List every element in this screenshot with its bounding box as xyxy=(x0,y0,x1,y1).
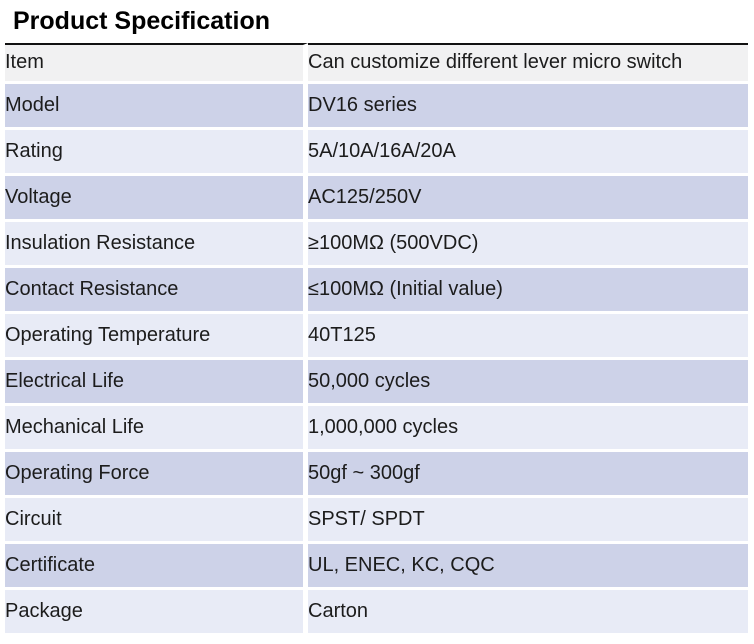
table-row: Model DV16 series xyxy=(5,83,748,130)
table-row: Electrical Life 50,000 cycles xyxy=(5,359,748,406)
spec-value: Carton xyxy=(308,589,748,636)
page-title: Product Specification xyxy=(13,7,270,35)
spec-label: Operating Force xyxy=(5,451,308,498)
table-row: Insulation Resistance ≥100MΩ (500VDC) xyxy=(5,221,748,268)
table-row: Contact Resistance ≤100MΩ (Initial value… xyxy=(5,267,748,314)
spec-value: UL, ENEC, KC, CQC xyxy=(308,543,748,590)
spec-label: Insulation Resistance xyxy=(5,221,308,268)
table-row: Certificate UL, ENEC, KC, CQC xyxy=(5,543,748,590)
spec-label: Operating Temperature xyxy=(5,313,308,360)
spec-value: ≥100MΩ (500VDC) xyxy=(308,221,748,268)
table-row: Operating Force 50gf ~ 300gf xyxy=(5,451,748,498)
spec-value: AC125/250V xyxy=(308,175,748,222)
product-spec-table: Item Can customize different lever micro… xyxy=(5,42,748,636)
spec-label: Circuit xyxy=(5,497,308,544)
table-row: Operating Temperature 40T125 xyxy=(5,313,748,360)
spec-label: Item xyxy=(5,42,308,84)
spec-value: 50gf ~ 300gf xyxy=(308,451,748,498)
table-row: Package Carton xyxy=(5,589,748,636)
spec-value: 5A/10A/16A/20A xyxy=(308,129,748,176)
spec-label: Voltage xyxy=(5,175,308,222)
spec-label: Certificate xyxy=(5,543,308,590)
table-row: Circuit SPST/ SPDT xyxy=(5,497,748,544)
spec-value: DV16 series xyxy=(308,83,748,130)
spec-value: 40T125 xyxy=(308,313,748,360)
spec-label: Model xyxy=(5,83,308,130)
table-row: Mechanical Life 1,000,000 cycles xyxy=(5,405,748,452)
spec-table-body: Item Can customize different lever micro… xyxy=(5,42,748,636)
table-row: Item Can customize different lever micro… xyxy=(5,42,748,84)
spec-label: Mechanical Life xyxy=(5,405,308,452)
spec-value: Can customize different lever micro swit… xyxy=(308,42,748,84)
spec-value: SPST/ SPDT xyxy=(308,497,748,544)
spec-value: ≤100MΩ (Initial value) xyxy=(308,267,748,314)
table-row: Voltage AC125/250V xyxy=(5,175,748,222)
table-row: Rating 5A/10A/16A/20A xyxy=(5,129,748,176)
spec-value: 50,000 cycles xyxy=(308,359,748,406)
spec-label: Package xyxy=(5,589,308,636)
spec-value: 1,000,000 cycles xyxy=(308,405,748,452)
spec-label: Rating xyxy=(5,129,308,176)
spec-label: Contact Resistance xyxy=(5,267,308,314)
spec-label: Electrical Life xyxy=(5,359,308,406)
